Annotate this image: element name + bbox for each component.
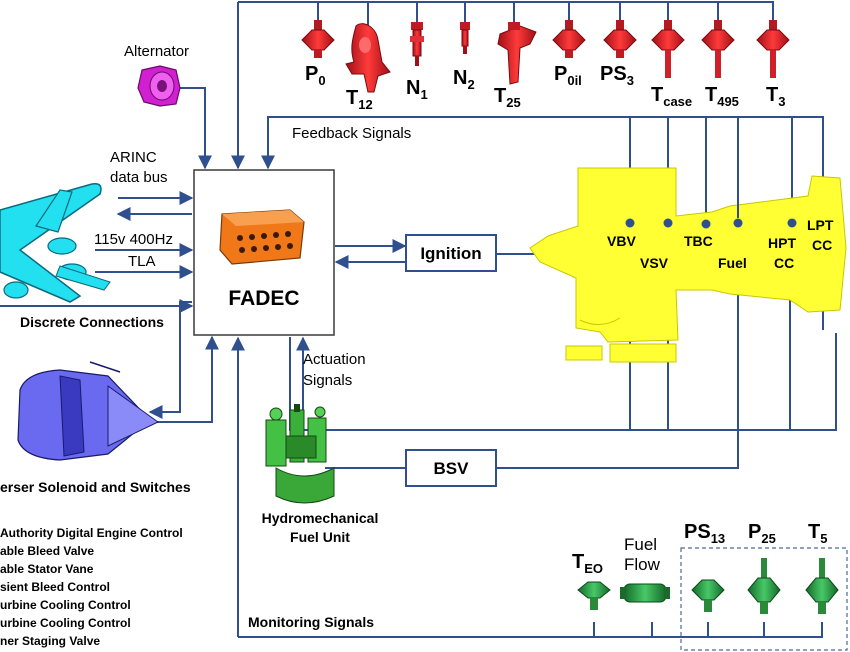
teo-sensor-icon	[577, 581, 611, 610]
bsv-box: BSV	[405, 449, 497, 487]
ps3-sensor-icon	[603, 20, 637, 58]
n2-label: N2	[453, 67, 475, 92]
ignition-label: Ignition	[420, 244, 481, 263]
glossary-item: ner Staging Valve	[0, 634, 100, 648]
fadec-label: FADEC	[228, 287, 299, 310]
actuation-label-line2: Signals	[303, 372, 352, 389]
power-label: 115v 400Hz	[94, 231, 173, 248]
reverser-in	[150, 335, 219, 423]
lpt-label-line1: LPT	[807, 217, 834, 233]
actuation-line	[289, 333, 837, 431]
p25-label: P25	[748, 521, 776, 546]
n1-label: N1	[406, 77, 428, 102]
top-sensors	[301, 20, 790, 93]
hpt-label-line2: CC	[774, 255, 794, 271]
monitoring-signals-label: Monitoring Signals	[248, 614, 374, 630]
t25-sensor-icon	[497, 22, 537, 85]
fuel-flow-label-line1: Fuel	[624, 535, 657, 554]
t12-label: T12	[346, 87, 373, 112]
arinc-label-line1: ARINC	[110, 149, 157, 166]
t25-label: T25	[494, 85, 521, 110]
aircraft-icon	[0, 182, 111, 303]
glossary-item: able Stator Vane	[0, 562, 94, 576]
vsv-label: VSV	[640, 255, 669, 271]
discrete-connections-label: Discrete Connections	[20, 314, 164, 330]
tcase-sensor-icon	[651, 20, 685, 78]
t3-label: T3	[766, 84, 785, 109]
ignition-box: Ignition	[405, 234, 497, 272]
thrust-reverser-nacelle-icon	[17, 361, 159, 461]
vbv-label: VBV	[607, 233, 636, 249]
hpt-label-line1: HPT	[768, 235, 796, 251]
ps13-sensor-icon	[691, 579, 725, 612]
engine-labels: VBV VSV TBC Fuel HPT CC LPT CC	[607, 217, 834, 271]
alternator-icon	[137, 65, 181, 107]
hydromechanical-unit-icon	[265, 404, 335, 504]
alternator-line	[180, 87, 212, 170]
glossary-item: able Bleed Valve	[0, 544, 94, 558]
t3-sensor-icon	[756, 20, 790, 78]
sensor-drops	[317, 2, 719, 28]
teo-label: TEO	[572, 551, 603, 576]
monitoring-line	[238, 622, 823, 638]
tcase-label: Tcase	[651, 84, 692, 109]
n2-sensor-icon	[460, 22, 470, 54]
top-sensor-labels: P0 T12 N1 N2 T25 P0il PS3 Tcase T495 T3	[305, 63, 785, 112]
bsv-label: BSV	[434, 459, 470, 478]
actuation-label-line1: Actuation	[303, 351, 366, 368]
reverser-label: erser Solenoid and Switches	[0, 479, 191, 495]
ps3-label: PS3	[600, 63, 634, 88]
monitoring-sensor-labels: TEO Fuel Flow PS13 P25 T5	[572, 521, 827, 576]
lpt-label-line2: CC	[812, 237, 832, 253]
bsv-line	[325, 270, 738, 469]
p0-label: P0	[305, 63, 326, 88]
hmu-label-line2: Fuel Unit	[290, 529, 350, 545]
ps13-label: PS13	[684, 521, 725, 546]
fuel-flow-label-line2: Flow	[624, 555, 661, 574]
monitoring-drops	[593, 622, 765, 637]
t495-label: T495	[705, 84, 739, 109]
feedback-signals-label: Feedback Signals	[292, 125, 411, 142]
tla-label: TLA	[128, 253, 156, 270]
glossary-item: urbine Cooling Control	[0, 616, 131, 630]
alternator-label: Alternator	[124, 43, 189, 60]
p0-sensor-icon	[301, 20, 335, 58]
tbc-label: TBC	[684, 233, 713, 249]
glossary: Authority Digital Engine Control able Bl…	[0, 526, 183, 648]
fuel-label: Fuel	[718, 255, 747, 271]
t12-sensor-icon	[345, 23, 391, 93]
fadec-box: FADEC	[193, 169, 335, 336]
t5-label: T5	[808, 521, 827, 546]
fadec-unit-icon	[219, 209, 305, 265]
glossary-item: sient Bleed Control	[0, 580, 110, 594]
t495-sensor-icon	[701, 20, 735, 78]
arinc-label-line2: data bus	[110, 169, 168, 186]
p0il-sensor-icon	[552, 20, 586, 58]
fuel-flow-sensor-icon	[620, 583, 670, 603]
engine-cross-section	[529, 117, 847, 363]
glossary-item: Authority Digital Engine Control	[0, 526, 183, 540]
n1-sensor-icon	[410, 22, 424, 66]
reverser-up	[179, 301, 192, 398]
reverser-out	[148, 398, 181, 419]
p0il-label: P0il	[554, 63, 582, 88]
hmu-label-line1: Hydromechanical	[262, 510, 379, 526]
p25-sensor-icon	[747, 558, 781, 614]
t5-sensor-icon	[805, 558, 839, 614]
engine-sensor-group-box	[680, 547, 848, 651]
glossary-item: urbine Cooling Control	[0, 598, 131, 612]
